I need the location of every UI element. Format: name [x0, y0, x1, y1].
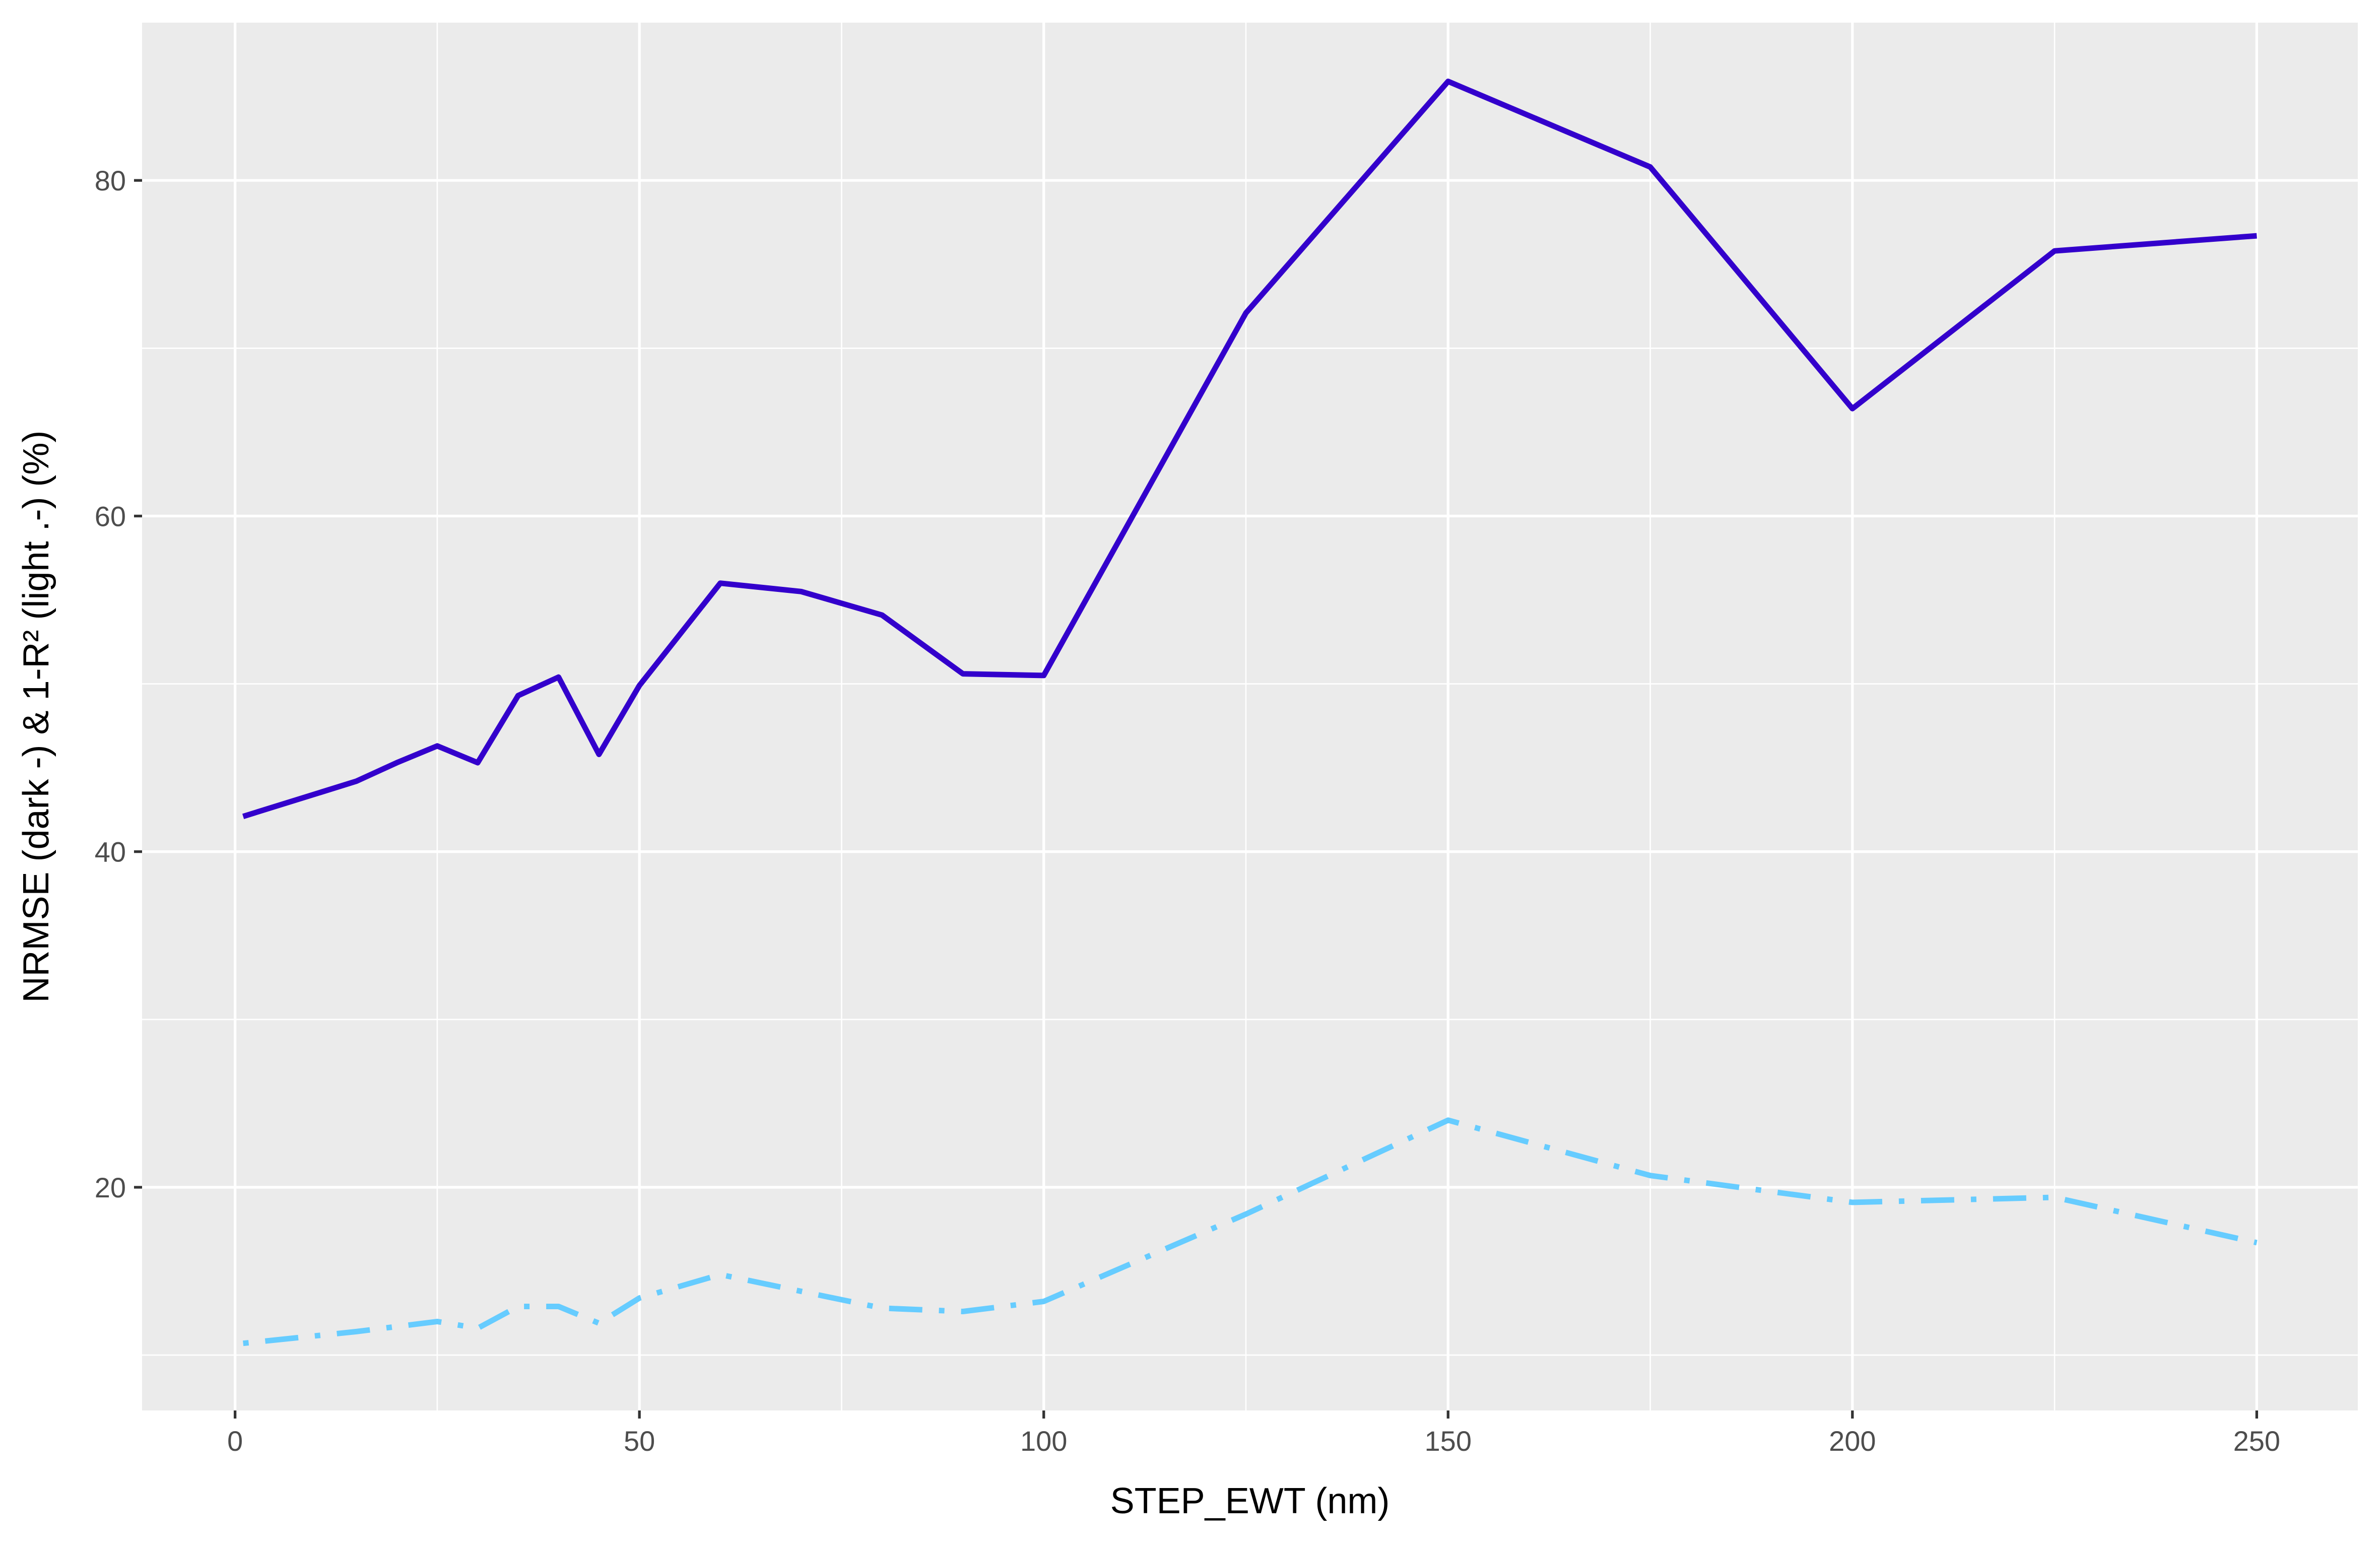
- x-tick-label: 100: [1020, 1425, 1067, 1457]
- x-tick-label: 50: [624, 1425, 655, 1457]
- y-axis: 20 40 60 80: [95, 165, 142, 1203]
- y-tick-label: 40: [95, 836, 126, 868]
- y-tick-label: 20: [95, 1172, 126, 1203]
- minor-gridlines: [142, 23, 2358, 1410]
- major-gridlines: [142, 23, 2358, 1410]
- plot-panel: [142, 23, 2358, 1410]
- y-axis-title: NRMSE (dark -) & 1-R² (light .-) (%): [16, 430, 56, 1002]
- x-tick-label: 150: [1425, 1425, 1472, 1457]
- y-tick-label: 80: [95, 165, 126, 196]
- y-tick-label: 60: [95, 500, 126, 532]
- x-tick-label: 200: [1829, 1425, 1876, 1457]
- x-tick-label: 250: [2233, 1425, 2280, 1457]
- x-axis: 0 50 100 150 200 250: [227, 1410, 2280, 1457]
- one-minus-r2-line: [243, 1117, 2258, 1346]
- x-tick-label: 0: [227, 1425, 243, 1457]
- series-layer: [242, 79, 2258, 1346]
- x-axis-title: STEP_EWT (nm): [1110, 1481, 1390, 1521]
- nrmse-line: [242, 79, 2257, 819]
